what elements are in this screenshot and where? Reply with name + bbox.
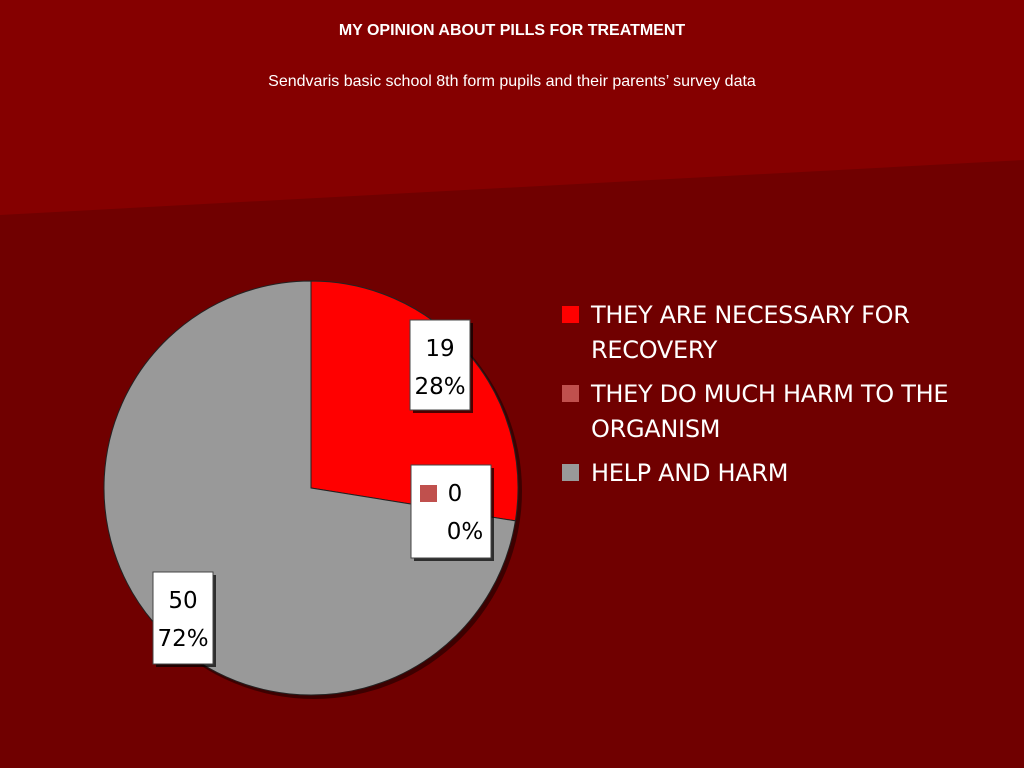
data-label-percent: 0%	[447, 519, 484, 545]
data-label-value: 50	[168, 588, 197, 614]
data-label-value: 19	[425, 336, 454, 362]
legend-label-harm: THEY DO MUCH HARM TO THE ORGANISM	[591, 380, 949, 443]
chart-legend: THEY ARE NECESSARY FOR RECOVERY THEY DO …	[562, 298, 962, 500]
data-label-box	[410, 464, 492, 559]
legend-swatch-necessary	[562, 306, 579, 323]
data-label-swatch	[420, 485, 437, 502]
chart-subtitle: Sendvaris basic school 8th form pupils a…	[268, 73, 756, 90]
data-label-box	[152, 571, 214, 665]
chart-title: MY OPINION ABOUT PILLS FOR TREATMENT	[338, 22, 686, 39]
legend-item-help-and-harm: HELP AND HARM	[562, 456, 962, 491]
data-label-percent: 72%	[157, 626, 208, 652]
data-label-value: 0	[448, 481, 463, 507]
data-label-harm: 00%	[410, 464, 494, 561]
data-label-percent: 28%	[414, 374, 465, 400]
legend-item-necessary: THEY ARE NECESSARY FOR RECOVERY	[562, 298, 962, 368]
legend-swatch-help-and-harm	[562, 464, 579, 481]
legend-label-help-and-harm: HELP AND HARM	[591, 459, 789, 487]
data-label-box	[409, 319, 471, 411]
legend-swatch-harm	[562, 385, 579, 402]
legend-label-necessary: THEY ARE NECESSARY FOR RECOVERY	[591, 301, 910, 364]
legend-item-harm: THEY DO MUCH HARM TO THE ORGANISM	[562, 377, 962, 447]
